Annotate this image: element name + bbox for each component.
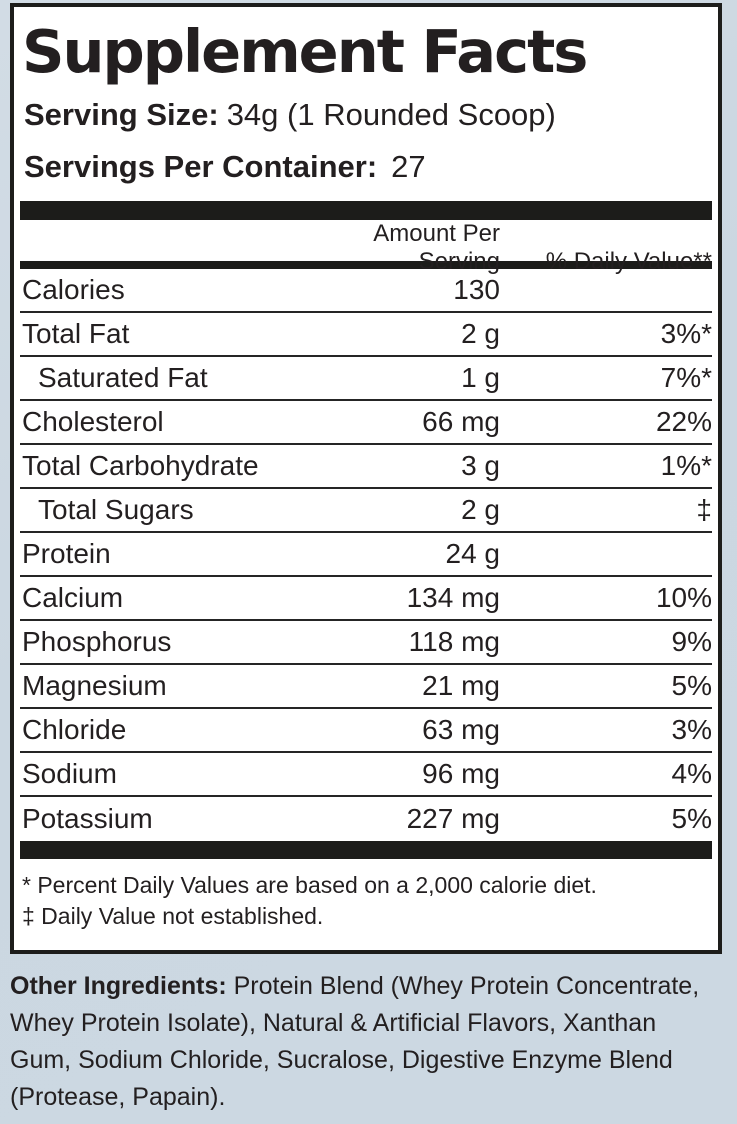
nutrient-name: Calories [22, 274, 125, 305]
separator-bar-bottom [20, 841, 712, 859]
serving-size-value: 34g (1 Rounded Scoop) [226, 97, 556, 132]
nutrient-row: Total Sugars 2 g ‡ [20, 489, 712, 533]
amount-per-serving-header: Amount Per Serving [373, 220, 500, 275]
footnote-daily-values: * Percent Daily Values are based on a 2,… [22, 872, 597, 898]
nutrient-amount: 66 mg [422, 406, 500, 437]
nutrient-row: Saturated Fat 1 g 7%* [20, 357, 712, 401]
nutrient-name: Magnesium [22, 670, 167, 701]
nutrient-amount: 2 g [461, 318, 500, 349]
nutrient-amount: 63 mg [422, 714, 500, 745]
nutrient-row: Calcium 134 mg 10% [20, 577, 712, 621]
nutrient-amount: 3 g [461, 450, 500, 481]
serving-size-line: Serving Size: 34g (1 Rounded Scoop) [24, 93, 712, 137]
nutrient-daily-value: ‡ [696, 494, 712, 525]
nutrient-row: Magnesium 21 mg 5% [20, 665, 712, 709]
nutrient-daily-value: 9% [671, 626, 712, 657]
nutrient-amount: 96 mg [422, 758, 500, 789]
nutrient-name: Total Carbohydrate [22, 450, 259, 481]
nutrient-name: Potassium [22, 803, 153, 834]
nutrient-amount: 134 mg [406, 582, 500, 613]
nutrient-name: Protein [22, 538, 111, 569]
panel-title: Supplement Facts [22, 17, 588, 86]
nutrient-daily-value: 4% [671, 758, 712, 789]
nutrient-daily-value: 22% [655, 406, 712, 437]
nutrient-name: Saturated Fat [38, 362, 208, 393]
daily-value-header: % Daily Value** [545, 248, 712, 275]
allergens-text: Milk, Soy. [132, 1120, 246, 1124]
below-panel-text: Other Ingredients: Protein Blend (Whey P… [10, 968, 723, 1124]
nutrient-row: Total Carbohydrate 3 g 1%* [20, 445, 712, 489]
nutrient-name: Total Sugars [38, 494, 194, 525]
supplement-label-page: Supplement Facts Serving Size: 34g (1 Rou… [0, 3, 737, 1124]
nutrient-daily-value: 1%* [660, 450, 712, 481]
nutrient-row: Calories 130 [20, 269, 712, 313]
servings-per-container-label: Servings Per Container: [24, 149, 378, 184]
table-header-row: Amount Per Serving % Daily Value** [20, 220, 712, 275]
allergens: Allergens: Milk, Soy. [10, 1116, 723, 1124]
servings-per-container-value: 27 [391, 149, 426, 184]
nutrient-daily-value: 10% [655, 582, 712, 613]
nutrient-row: Total Fat 2 g 3%* [20, 313, 712, 357]
serving-size-label: Serving Size: [24, 97, 219, 132]
allergens-label: Allergens: [10, 1120, 132, 1124]
nutrient-row: Phosphorus 118 mg 9% [20, 621, 712, 665]
nutrient-name: Sodium [22, 758, 117, 789]
nutrient-amount: 2 g [461, 494, 500, 525]
servings-per-container-line: Servings Per Container: 27 [24, 145, 712, 189]
nutrient-name: Chloride [22, 714, 127, 745]
nutrient-daily-value: 5% [671, 670, 712, 701]
nutrient-name: Cholesterol [22, 406, 164, 437]
nutrient-name: Phosphorus [22, 626, 172, 657]
nutrient-amount: 24 g [445, 538, 501, 569]
separator-bar-header [20, 261, 712, 269]
other-ingredients-label: Other Ingredients: [10, 972, 227, 1000]
nutrient-name: Total Fat [22, 318, 130, 349]
nutrient-amount: 1 g [461, 362, 500, 393]
nutrient-row: Cholesterol 66 mg 22% [20, 401, 712, 445]
other-ingredients: Other Ingredients: Protein Blend (Whey P… [10, 968, 723, 1116]
footnotes: * Percent Daily Values are based on a 2,… [20, 870, 712, 932]
nutrient-row: Potassium 227 mg 5% [20, 797, 712, 841]
nutrient-daily-value: 3% [671, 714, 712, 745]
nutrient-amount: 21 mg [422, 670, 500, 701]
nutrient-amount: 227 mg [406, 803, 500, 834]
nutrient-name: Calcium [22, 582, 124, 613]
nutrient-amount: 130 [453, 274, 500, 305]
nutrient-row: Protein 24 g [20, 533, 712, 577]
nutrient-row: Chloride 63 mg 3% [20, 709, 712, 753]
nutrient-rows: Calories 130 Total Fat 2 g 3%* Saturated… [20, 269, 712, 841]
other-ingredients-text: Protein Blend (Whey Protein Concentrate,… [10, 972, 700, 1111]
footnote-not-established: ‡ Daily Value not established. [22, 903, 324, 929]
nutrient-daily-value: 5% [671, 803, 712, 834]
nutrient-daily-value: 7%* [660, 362, 712, 393]
separator-bar-top [20, 201, 712, 220]
supplement-facts-panel: Supplement Facts Serving Size: 34g (1 Rou… [10, 3, 722, 954]
nutrient-daily-value: 3%* [660, 318, 712, 349]
nutrient-amount: 118 mg [408, 626, 500, 657]
nutrient-row: Sodium 96 mg 4% [20, 753, 712, 797]
